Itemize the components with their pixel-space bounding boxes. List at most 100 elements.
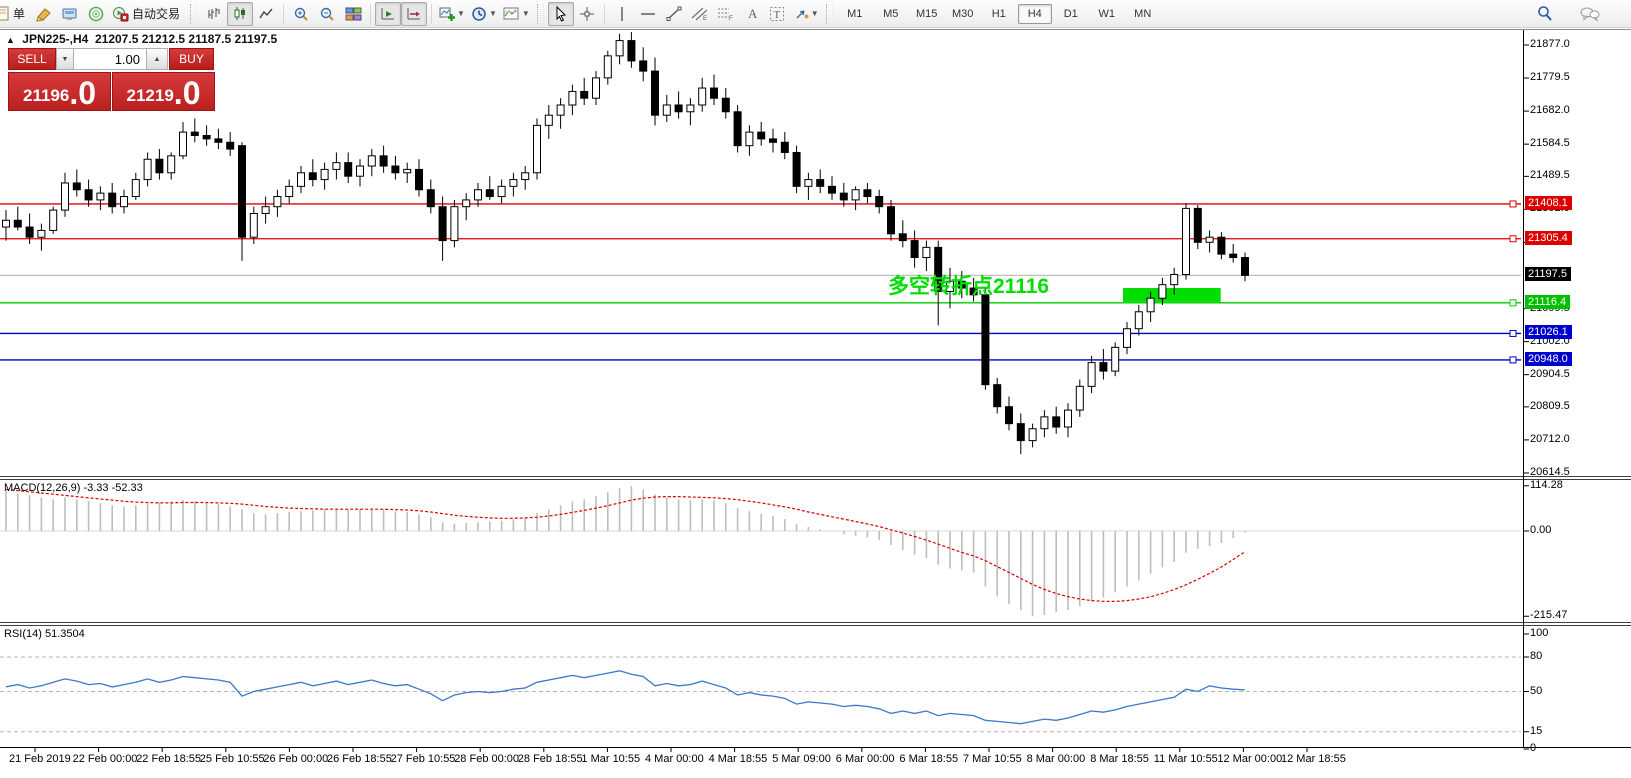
time-axis-label: 21 Feb 2019 <box>9 753 71 765</box>
horizontal-line-button[interactable] <box>635 2 661 26</box>
price-level-label: 21305.4 <box>1525 230 1572 245</box>
autotrading-icon <box>113 6 129 21</box>
templates-button[interactable]: ▼ <box>500 2 533 26</box>
buy-price-main: 21219 <box>126 86 174 105</box>
timeframe-button-m5[interactable]: M5 <box>883 7 899 20</box>
buy-button[interactable]: BUY <box>169 48 214 70</box>
chart-shift-button[interactable] <box>401 1 428 26</box>
rsi-axis-label: 0 <box>1530 742 1537 754</box>
rsi-axis-label: 80 <box>1530 650 1543 662</box>
price-axis-label: 20809.5 <box>1530 399 1570 412</box>
toolbar-grip <box>536 3 544 24</box>
line-chart-icon <box>259 8 273 19</box>
candlestick-chart-icon <box>234 7 246 20</box>
time-axis-label: 6 Mar 00:00 <box>835 753 895 765</box>
collapse-arrow-icon[interactable]: ▲ <box>6 35 15 45</box>
time-axis-label: 8 Mar 00:00 <box>1026 753 1086 765</box>
timeframe-button-d1[interactable]: D1 <box>1063 7 1078 20</box>
volume-decrease-button[interactable]: ▼ <box>56 48 74 70</box>
timeframe-button-h4[interactable]: H4 <box>1017 3 1052 24</box>
equidistant-channel-button[interactable]: E <box>687 2 713 26</box>
time-axis-label: 28 Feb 18:55 <box>517 753 583 765</box>
templates-icon <box>503 7 519 19</box>
search-button[interactable] <box>1531 2 1557 26</box>
toolbar-right-group <box>1531 2 1631 26</box>
rsi-axis-label: 50 <box>1530 684 1543 697</box>
toolbar-separator <box>283 3 285 24</box>
timeframe-button-m15[interactable]: M15 <box>916 7 938 20</box>
periods-button[interactable]: ▼ <box>468 2 500 26</box>
sell-price-display[interactable]: 21196 .0 <box>8 72 111 111</box>
zoom-out-icon <box>320 7 334 21</box>
line-chart-button[interactable] <box>253 2 279 26</box>
fibonacci-button[interactable]: F <box>713 2 739 26</box>
sell-button[interactable]: SELL <box>8 48 56 70</box>
autotrading-button[interactable]: 自动交易 <box>109 2 186 26</box>
time-axis-label: 22 Feb 18:55 <box>136 753 202 765</box>
timeframe-button-w1[interactable]: W1 <box>1098 7 1115 20</box>
toolbar-separator <box>370 3 372 24</box>
macd-indicator-label: MACD(12,26,9) -3.33 -52.33 <box>4 482 143 494</box>
dropdown-arrow-icon: ▼ <box>521 9 530 18</box>
trendline-button[interactable] <box>661 2 687 26</box>
volume-increase-button[interactable]: ▲ <box>146 48 168 70</box>
price-axis-label: 20614.5 <box>1530 465 1570 478</box>
time-axis-label: 26 Feb 00:00 <box>263 753 329 765</box>
new-order-button[interactable]: 单 <box>0 2 31 26</box>
terminal-button[interactable] <box>57 2 83 26</box>
new-order-label: 单 <box>13 7 26 21</box>
terminal-icon <box>62 8 77 20</box>
candlestick-chart-button[interactable] <box>227 1 254 26</box>
crosshair-icon <box>579 6 594 21</box>
chat-button[interactable] <box>1577 2 1603 26</box>
vertical-line-button[interactable] <box>609 2 635 26</box>
styler-button[interactable] <box>31 2 57 26</box>
price-axis-label: 21489.5 <box>1530 169 1570 182</box>
price-level-label: 21116.4 <box>1525 294 1571 309</box>
main-toolbar: 单 自动交易 ▼ ▼ <box>0 0 1631 28</box>
price-level-label: 21026.1 <box>1525 325 1572 340</box>
crosshair-button[interactable] <box>574 2 600 26</box>
text-icon: A <box>748 6 758 21</box>
chart-title: ▲ JPN225-,H4 21207.5 21212.5 21187.5 211… <box>6 32 277 46</box>
chart-shift-icon <box>407 7 420 19</box>
time-axis-label: 22 Feb 00:00 <box>72 753 138 765</box>
zoom-in-button[interactable] <box>288 2 314 26</box>
bar-chart-icon <box>208 8 220 19</box>
cursor-button[interactable] <box>547 1 574 26</box>
chart-canvas[interactable] <box>0 28 1631 778</box>
timeframe-button-h1[interactable]: H1 <box>991 7 1006 20</box>
auto-scroll-button[interactable] <box>375 1 402 26</box>
trendline-icon <box>666 6 682 21</box>
sell-price-main: 21196 <box>22 86 70 105</box>
timeframe-button-mn[interactable]: MN <box>1134 7 1152 20</box>
text-button[interactable]: A <box>739 2 765 26</box>
clock-icon <box>472 6 486 21</box>
toolbar-separator <box>431 3 433 24</box>
dropdown-arrow-icon: ▼ <box>457 9 465 18</box>
zoom-out-button[interactable] <box>314 2 340 26</box>
bar-chart-button[interactable] <box>201 2 227 26</box>
signals-button[interactable] <box>83 2 109 26</box>
tile-windows-button[interactable] <box>340 2 366 26</box>
volume-input[interactable] <box>74 48 146 70</box>
indicators-button[interactable]: ▼ <box>436 2 468 26</box>
timeframe-button-m1[interactable]: M1 <box>847 7 863 20</box>
price-level-label: 21197.5 <box>1525 267 1571 282</box>
time-axis-label: 12 Mar 00:00 <box>1217 753 1283 765</box>
time-axis-label: 4 Mar 00:00 <box>645 753 704 765</box>
time-axis-label: 5 Mar 09:00 <box>772 753 831 765</box>
new-order-icon <box>0 6 9 21</box>
timeframe-toolbar: M1 M5 M15 M30 H1 H4 D1 W1 MN <box>837 3 1161 24</box>
macd-axis-label: 114.28 <box>1530 478 1563 491</box>
arrows-icon <box>796 10 809 19</box>
chart-annotation-text: 多空转折点21116 <box>888 275 1050 298</box>
timeframe-button-m30[interactable]: M30 <box>952 7 974 20</box>
signals-icon <box>88 6 103 21</box>
price-axis-label: 21584.5 <box>1530 137 1570 150</box>
autotrading-label: 自动交易 <box>132 7 181 21</box>
macd-axis-label: 0.00 <box>1530 524 1552 536</box>
buy-price-display[interactable]: 21219 .0 <box>112 72 215 111</box>
arrows-button[interactable]: ▼ <box>791 2 822 26</box>
text-label-button[interactable]: T <box>765 2 791 26</box>
